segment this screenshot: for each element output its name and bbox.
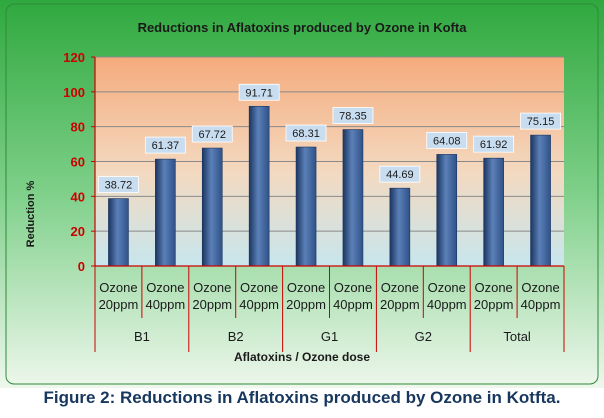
data-label: 61.92 [480,139,508,151]
bar [295,146,317,267]
x-category-label: Ozone 40ppm [333,280,373,312]
data-label: 91.71 [245,87,273,99]
bar [530,134,551,267]
y-tick-labels: 0 20 40 60 80 100 120 [63,50,85,274]
data-label: 67.72 [198,129,226,141]
data-label-box [144,136,186,154]
data-label-box [379,165,421,183]
bar [155,158,176,267]
y-axis-label: Reduction % [25,180,37,247]
x-category-label: Ozone 40ppm [521,280,561,312]
bar [436,154,458,267]
x-category-label: Ozone 20ppm [474,280,514,312]
x-category-label: Ozone 40ppm [427,280,467,312]
bars [108,105,551,267]
data-label: 61.37 [152,140,180,152]
data-label-box [98,176,139,193]
data-label-box [191,125,233,143]
x-category-label: Ozone 40ppm [239,280,279,312]
bar [483,157,504,267]
bar-chart: Reductions in Aflatoxins produced by Ozo… [0,0,604,388]
y-tick-label: 20 [71,224,85,239]
bar [248,105,270,267]
data-label-box [473,135,515,153]
x-category-label: Ozone 20ppm [99,280,139,312]
data-label: 75.15 [527,116,555,128]
data-label-box [520,112,561,130]
chart-title: Reductions in Aflatoxins produced by Ozo… [138,20,468,35]
data-labels: 38.72 61.37 67.72 91.71 68.31 78.35 44.69 64.08… [98,83,561,193]
bar [108,198,129,267]
data-label-box [426,131,468,149]
data-label-box [332,107,374,124]
x-group-label: G1 [321,329,338,344]
data-label-box [285,124,327,142]
x-group-label: B1 [134,329,150,344]
y-tick-label: 0 [78,259,85,274]
x-category-label: Ozone 20ppm [380,280,420,312]
bar [342,129,364,267]
x-category-label: Ozone 20ppm [192,280,232,312]
y-tick-label: 80 [71,120,85,135]
figure-caption: Figure 2: Reductions in Aflatoxins produ… [43,388,561,407]
bar [389,187,411,267]
x-axis-label: Aflatoxins / Ozone dose [234,350,370,364]
data-label: 44.69 [386,169,414,181]
y-tick-label: 100 [63,85,85,100]
x-group-label: Total [503,329,531,344]
y-tick-label: 120 [63,50,85,65]
x-category-label: Ozone 20ppm [286,280,326,312]
chart-frame [5,3,599,385]
axes [91,56,565,352]
data-label: 68.31 [292,128,320,140]
bar [201,147,223,267]
x-category-label: Ozone 40ppm [145,280,185,312]
data-label-box [238,83,280,101]
x-group-label: B2 [228,329,244,344]
data-label: 38.72 [105,180,133,192]
data-label: 78.35 [339,111,367,123]
y-tick-label: 40 [71,189,85,204]
y-tick-label: 60 [71,155,85,170]
x-group-label: G2 [415,329,432,344]
x-group-labels: B1 B2 G1 G2 Total [134,329,531,344]
data-label: 64.08 [433,135,461,147]
